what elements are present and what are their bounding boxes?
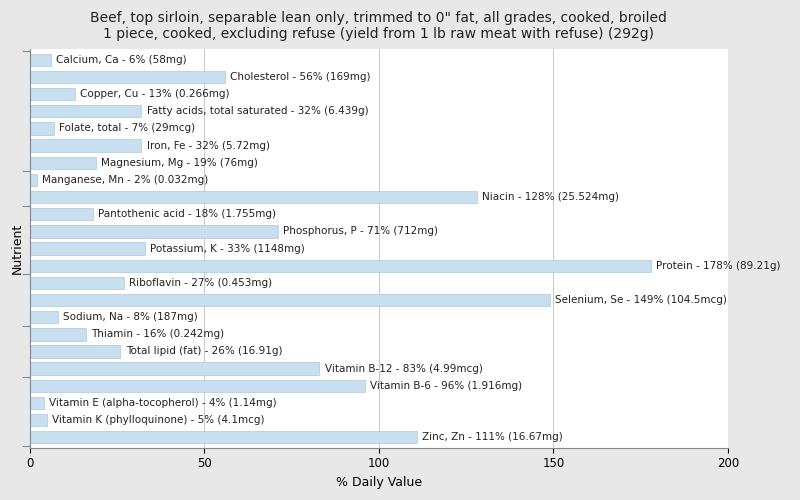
Bar	[30, 276, 124, 289]
Bar	[30, 208, 93, 220]
Text: Potassium, K - 33% (1148mg): Potassium, K - 33% (1148mg)	[150, 244, 305, 254]
Text: Manganese, Mn - 2% (0.032mg): Manganese, Mn - 2% (0.032mg)	[42, 175, 208, 185]
Text: Calcium, Ca - 6% (58mg): Calcium, Ca - 6% (58mg)	[56, 54, 186, 64]
X-axis label: % Daily Value: % Daily Value	[336, 476, 422, 489]
Title: Beef, top sirloin, separable lean only, trimmed to 0" fat, all grades, cooked, b: Beef, top sirloin, separable lean only, …	[90, 11, 667, 42]
Text: Fatty acids, total saturated - 32% (6.439g): Fatty acids, total saturated - 32% (6.43…	[146, 106, 368, 116]
Text: Zinc, Zn - 111% (16.67mg): Zinc, Zn - 111% (16.67mg)	[422, 432, 563, 442]
Bar	[30, 140, 142, 151]
Bar	[30, 414, 47, 426]
Bar	[30, 174, 37, 186]
Text: Vitamin E (alpha-tocopherol) - 4% (1.14mg): Vitamin E (alpha-tocopherol) - 4% (1.14m…	[49, 398, 277, 408]
Text: Protein - 178% (89.21g): Protein - 178% (89.21g)	[656, 260, 781, 270]
Bar	[30, 431, 418, 444]
Bar	[30, 105, 142, 118]
Bar	[30, 397, 44, 409]
Text: Vitamin B-6 - 96% (1.916mg): Vitamin B-6 - 96% (1.916mg)	[370, 381, 522, 391]
Text: Vitamin K (phylloquinone) - 5% (4.1mcg): Vitamin K (phylloquinone) - 5% (4.1mcg)	[52, 415, 265, 425]
Text: Selenium, Se - 149% (104.5mcg): Selenium, Se - 149% (104.5mcg)	[555, 295, 727, 305]
Bar	[30, 225, 278, 237]
Text: Copper, Cu - 13% (0.266mg): Copper, Cu - 13% (0.266mg)	[80, 89, 230, 99]
Bar	[30, 294, 550, 306]
Bar	[30, 328, 86, 340]
Bar	[30, 191, 477, 203]
Text: Sodium, Na - 8% (187mg): Sodium, Na - 8% (187mg)	[63, 312, 198, 322]
Text: Pantothenic acid - 18% (1.755mg): Pantothenic acid - 18% (1.755mg)	[98, 209, 276, 219]
Bar	[30, 311, 58, 324]
Bar	[30, 122, 54, 134]
Bar	[30, 346, 121, 358]
Text: Phosphorus, P - 71% (712mg): Phosphorus, P - 71% (712mg)	[282, 226, 438, 236]
Text: Riboflavin - 27% (0.453mg): Riboflavin - 27% (0.453mg)	[129, 278, 272, 288]
Bar	[30, 54, 50, 66]
Text: Folate, total - 7% (29mcg): Folate, total - 7% (29mcg)	[59, 124, 195, 134]
Text: Total lipid (fat) - 26% (16.91g): Total lipid (fat) - 26% (16.91g)	[126, 346, 282, 356]
Text: Niacin - 128% (25.524mg): Niacin - 128% (25.524mg)	[482, 192, 618, 202]
Text: Thiamin - 16% (0.242mg): Thiamin - 16% (0.242mg)	[90, 330, 224, 340]
Text: Iron, Fe - 32% (5.72mg): Iron, Fe - 32% (5.72mg)	[146, 140, 270, 150]
Bar	[30, 88, 75, 100]
Text: Cholesterol - 56% (169mg): Cholesterol - 56% (169mg)	[230, 72, 371, 82]
Bar	[30, 260, 651, 272]
Text: Magnesium, Mg - 19% (76mg): Magnesium, Mg - 19% (76mg)	[102, 158, 258, 168]
Bar	[30, 380, 365, 392]
Bar	[30, 156, 96, 169]
Y-axis label: Nutrient: Nutrient	[11, 223, 24, 274]
Bar	[30, 362, 319, 375]
Bar	[30, 242, 145, 254]
Bar	[30, 70, 225, 83]
Text: Vitamin B-12 - 83% (4.99mcg): Vitamin B-12 - 83% (4.99mcg)	[325, 364, 482, 374]
